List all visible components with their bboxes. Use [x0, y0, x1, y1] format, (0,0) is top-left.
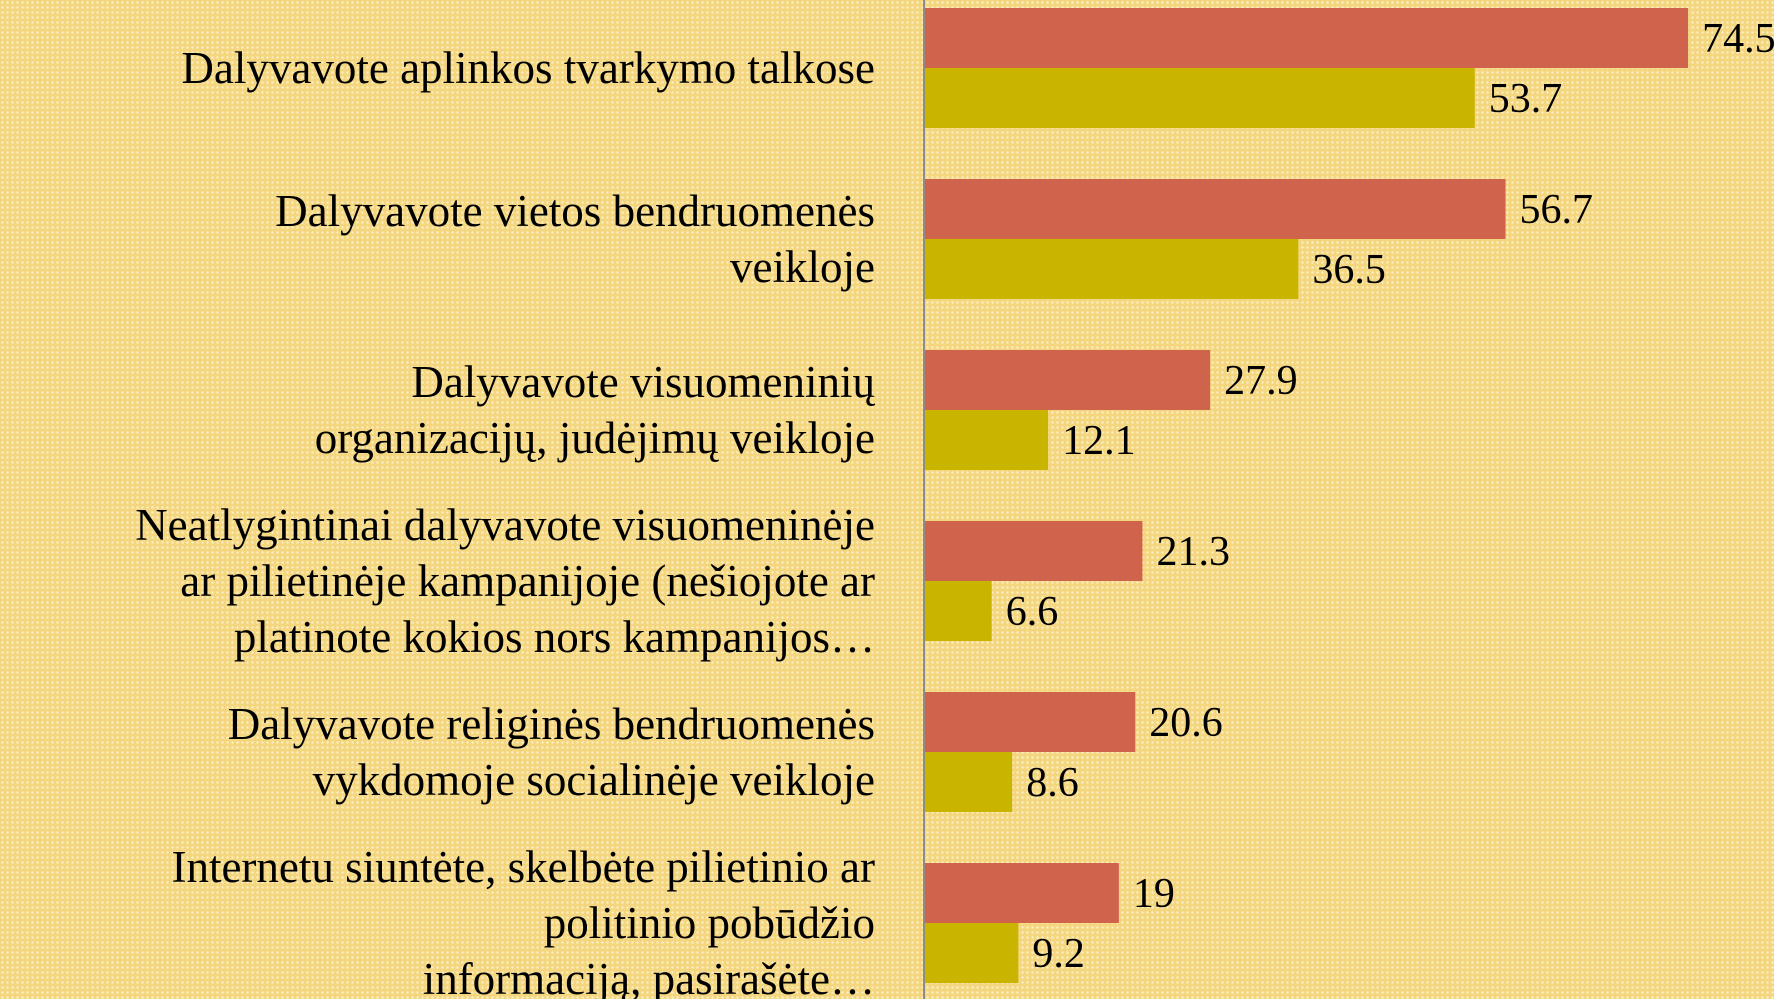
- category-label: Dalyvavote vietos bendruomenės veikloje: [275, 186, 875, 292]
- bar: [924, 521, 1143, 581]
- value-label: 53.7: [1489, 76, 1563, 122]
- value-label: 74.5: [1702, 16, 1774, 62]
- category-label: Dalyvavote visuomeninių organizacijų, jud…: [315, 357, 876, 463]
- value-label: 9.2: [1032, 931, 1085, 977]
- bar: [924, 410, 1049, 470]
- bar: [924, 581, 992, 641]
- bar: [924, 239, 1299, 299]
- category-label: Dalyvavote aplinkos tvarkymo talkose: [181, 43, 875, 93]
- value-label: 21.3: [1156, 529, 1230, 575]
- bar: [924, 863, 1119, 923]
- value-label: 20.6: [1149, 700, 1223, 746]
- bar: [924, 752, 1013, 812]
- value-label: 19: [1133, 871, 1175, 917]
- bar: [924, 8, 1689, 68]
- value-label: 8.6: [1026, 760, 1079, 806]
- bar: [924, 350, 1211, 410]
- value-label: 27.9: [1224, 358, 1298, 404]
- bar: [924, 68, 1475, 128]
- value-label: 12.1: [1062, 418, 1136, 464]
- value-label: 56.7: [1520, 187, 1594, 233]
- bar: [924, 692, 1136, 752]
- category-label: Neatlygintinai dalyvavote visuomeninėje a…: [135, 500, 875, 662]
- category-label: Dalyvavote religinės bendruomenės vykdomo…: [228, 699, 875, 805]
- bar: [924, 179, 1506, 239]
- value-label: 6.6: [1006, 589, 1058, 635]
- category-label: Internetu siuntėte, skelbėte pilietinio …: [171, 842, 875, 999]
- bar: [924, 923, 1019, 983]
- value-label: 36.5: [1312, 247, 1386, 293]
